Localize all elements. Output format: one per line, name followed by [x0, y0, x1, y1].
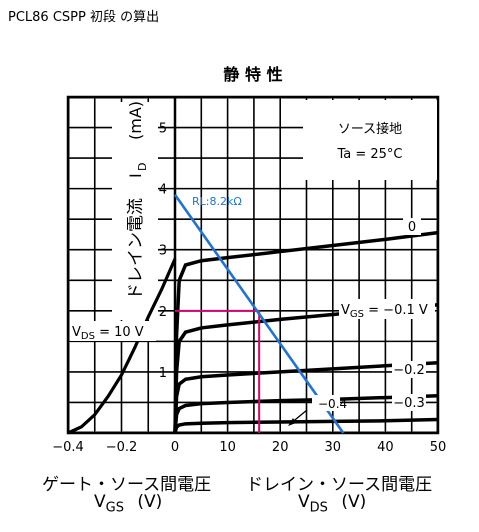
y-axis-unit: (mA) — [126, 101, 145, 140]
x-tick-label-right: 20 — [272, 440, 289, 455]
condition-label: ソース接地 — [338, 121, 402, 137]
ylabel-box — [112, 102, 158, 320]
left-xlabel-text: ゲート・ソース間電圧 — [42, 475, 212, 495]
left-xlabel: ゲート・ソース間電圧 — [42, 470, 211, 495]
right-xlabel-symbol: VDS (V) — [298, 492, 366, 515]
x-tick-label-left: −0.4 — [52, 440, 84, 455]
series-label-bg — [312, 395, 340, 411]
y-tick-label: 3 — [159, 244, 167, 259]
condition-temp: Ta = 25°C — [336, 147, 402, 162]
condition-box — [303, 100, 437, 180]
series-label-vds: VDS = 10 V — [72, 325, 144, 342]
x-tick-label-right: 50 — [430, 440, 447, 455]
vds-id-curve — [173, 230, 439, 434]
vds-label-bg — [70, 321, 156, 341]
x-tick-label-left: 0 — [171, 440, 179, 455]
curves — [67, 193, 439, 435]
plot-frame — [66, 95, 440, 435]
series-label-bg — [403, 218, 421, 235]
y-axis-symbol-sub: D — [136, 163, 149, 171]
y-axis-label: ドレイン電流 — [126, 198, 146, 300]
right-xlabel-sub: DS — [309, 500, 328, 516]
series-label-vgs: VGS = −0.1 V — [341, 303, 428, 320]
y-tick-label: 1 — [159, 366, 167, 381]
right-xlabel: ドレイン・ソース間電圧 — [246, 470, 432, 495]
x-tick-label-right: 40 — [377, 440, 394, 455]
vds-id-curve — [173, 360, 439, 434]
series-label-minus-0-3: −0.3 — [393, 396, 425, 411]
y-axis-symbol: I — [126, 173, 145, 178]
series-label-bg — [392, 394, 426, 411]
series-label-bg — [339, 299, 435, 319]
y-tick-label: 2 — [159, 305, 167, 320]
load-line-label: RL:8.2kΩ — [192, 195, 242, 208]
x-tick-label-right: 10 — [219, 440, 236, 455]
left-xlabel-v: V — [94, 492, 106, 512]
chart-title: 静 特 性 — [223, 65, 282, 84]
series-pointer-arrowhead — [288, 418, 296, 426]
left-xlabel-symbol: VGS (V) — [94, 492, 162, 515]
series-label-minus-0-4: −0.4 — [318, 397, 347, 411]
y-tick-label: 5 — [159, 122, 167, 137]
left-xlabel-sub: GS — [105, 500, 124, 516]
x-tick-label-left: −0.2 — [106, 440, 138, 455]
operating-point-lines — [175, 309, 261, 433]
page-title: PCL86 CSPP 初段 の算出 — [8, 10, 160, 25]
series-label-minus-0-2: −0.2 — [393, 363, 425, 378]
series-label-0: 0 — [408, 220, 416, 235]
vds-id-curve — [173, 417, 439, 434]
y-tick-label: 4 — [159, 183, 167, 198]
vds-id-curve — [173, 393, 439, 434]
right-xlabel-v: V — [298, 492, 310, 512]
x-tick-label-right: 30 — [325, 440, 342, 455]
right-xlabel-text: ドレイン・ソース間電圧 — [246, 475, 433, 495]
series-label-bg — [392, 361, 426, 378]
load-line — [173, 193, 345, 434]
left-xlabel-unit: (V) — [137, 492, 163, 512]
right-xlabel-unit: (V) — [341, 492, 367, 512]
vgs-id-curve — [67, 258, 177, 435]
